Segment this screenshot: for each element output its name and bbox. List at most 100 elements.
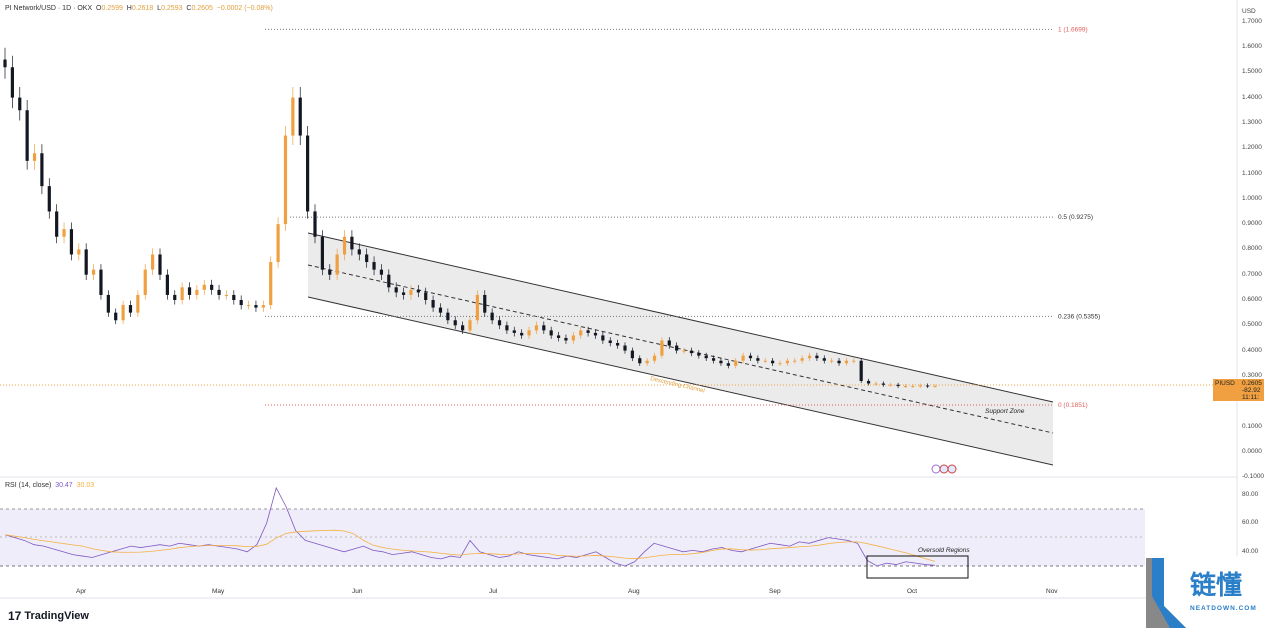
high-value: 0.2618 <box>131 5 154 12</box>
candle-body <box>461 325 465 331</box>
candle-body <box>601 335 605 341</box>
candle-body <box>232 294 236 300</box>
candle-body <box>320 236 324 270</box>
channel-bottom[interactable] <box>307 296 1054 466</box>
candle-body <box>25 110 29 161</box>
price-badge-value: 0.2605 <box>1242 380 1262 387</box>
fib-levels[interactable]: 1 (1.6699) 0.5 (0.9275) 0.236 (0.5355) 0 (0… <box>265 26 1100 409</box>
price-badge-countdown: 11:11: <box>1242 394 1260 401</box>
candle-body <box>896 384 900 387</box>
channel-top[interactable] <box>307 232 1054 403</box>
candle-body <box>342 236 347 255</box>
candle-body <box>830 360 834 362</box>
time-tick: May <box>212 588 225 595</box>
rsi-label: RSI (14, close) <box>5 482 52 489</box>
candle-body <box>254 305 258 308</box>
price-badge-change: -82.92 <box>1242 387 1261 394</box>
oversold-box[interactable] <box>866 555 969 579</box>
current-price-badge: PIUSD 0.2605 -82.92 11:11: <box>1213 379 1264 401</box>
candle-body <box>822 358 826 361</box>
candle-body <box>424 292 428 300</box>
candle-body <box>689 350 694 354</box>
candle-body <box>704 355 708 359</box>
candle-body <box>394 287 398 293</box>
candle-body <box>210 284 214 290</box>
candle-body <box>372 262 376 270</box>
open-label: O <box>96 5 102 12</box>
candle-body <box>497 320 502 326</box>
currency-label: USD <box>1242 8 1256 15</box>
candle-body <box>616 343 620 346</box>
channel-mid[interactable] <box>307 264 1054 434</box>
candle-body <box>852 360 856 362</box>
candle-body <box>335 254 339 275</box>
price-tick: 0.0000 <box>1242 447 1262 455</box>
candle-body <box>246 305 251 307</box>
candle-body <box>933 385 937 387</box>
candle-body <box>785 360 789 364</box>
candle-body <box>556 335 561 338</box>
candle-body <box>431 300 435 308</box>
candle-body <box>239 300 243 306</box>
candle-body <box>180 287 184 300</box>
time-tick: Nov <box>1046 588 1058 595</box>
candle-body <box>726 363 730 366</box>
candle-body <box>874 383 878 385</box>
candle-body <box>224 294 229 296</box>
price-tick: 0.4000 <box>1242 346 1262 354</box>
candles <box>3 47 937 388</box>
candle-body <box>62 229 66 237</box>
rsi-value: 30.47 <box>55 482 73 489</box>
candle-body <box>748 355 753 359</box>
price-tick: 0.1000 <box>1242 422 1262 430</box>
candle-body <box>660 340 664 356</box>
event-icons[interactable] <box>931 464 957 474</box>
candle-body <box>623 345 627 351</box>
candle-body <box>3 59 7 68</box>
price-tick: 1.5000 <box>1242 68 1262 76</box>
price-tick: 1.7000 <box>1242 17 1262 25</box>
candle-body <box>276 224 280 263</box>
price-tick: 1.1000 <box>1242 169 1262 177</box>
candle-body <box>453 320 457 326</box>
rsi-ma-value: 30.03 <box>76 482 95 489</box>
rsi-tick: 80.00 <box>1242 491 1259 498</box>
candle-body <box>298 97 302 136</box>
candle-body <box>571 335 575 341</box>
candle-body <box>269 262 273 306</box>
candle-body <box>475 294 479 321</box>
candle-body <box>815 355 819 359</box>
candle-body <box>844 360 849 364</box>
candle-body <box>630 350 634 359</box>
rsi-ma-line <box>4 529 936 562</box>
rsi-header[interactable]: RSI (14, close) 30.47 30.03 <box>5 482 94 489</box>
rsi-tick: 60.00 <box>1242 519 1259 526</box>
candle-body <box>291 97 295 136</box>
candle-body <box>187 287 192 295</box>
candle-body <box>128 305 133 313</box>
candle-body <box>283 135 288 225</box>
low-value: 0.2593 <box>161 5 183 12</box>
price-tick: 1.3000 <box>1242 118 1262 126</box>
fib-label: 0.236 (0.5355) <box>1058 313 1100 320</box>
symbol-header: PI Network/USD · 1D · OKX O0.2599 H0.261… <box>5 5 273 12</box>
candle-body <box>387 274 391 288</box>
candle-body <box>579 330 583 336</box>
candle-body <box>520 332 524 336</box>
tradingview-logo[interactable]: 17 TradingView <box>8 609 89 623</box>
rsi-tick: 40.00 <box>1242 548 1259 555</box>
time-tick: Aug <box>628 588 640 595</box>
candle-body <box>84 249 88 275</box>
candle-body <box>889 384 893 386</box>
candle-body <box>106 294 110 313</box>
candle-body <box>756 358 760 361</box>
candle-body <box>793 360 797 362</box>
symbol-name[interactable]: PI Network/USD · 1D · OKX <box>5 5 93 12</box>
price-tick: 0.8000 <box>1242 245 1262 253</box>
candle-body <box>202 284 206 290</box>
candle-body <box>608 340 612 344</box>
price-tick: 1.6000 <box>1242 43 1262 50</box>
candle-body <box>151 254 155 270</box>
candle-body <box>741 355 745 361</box>
